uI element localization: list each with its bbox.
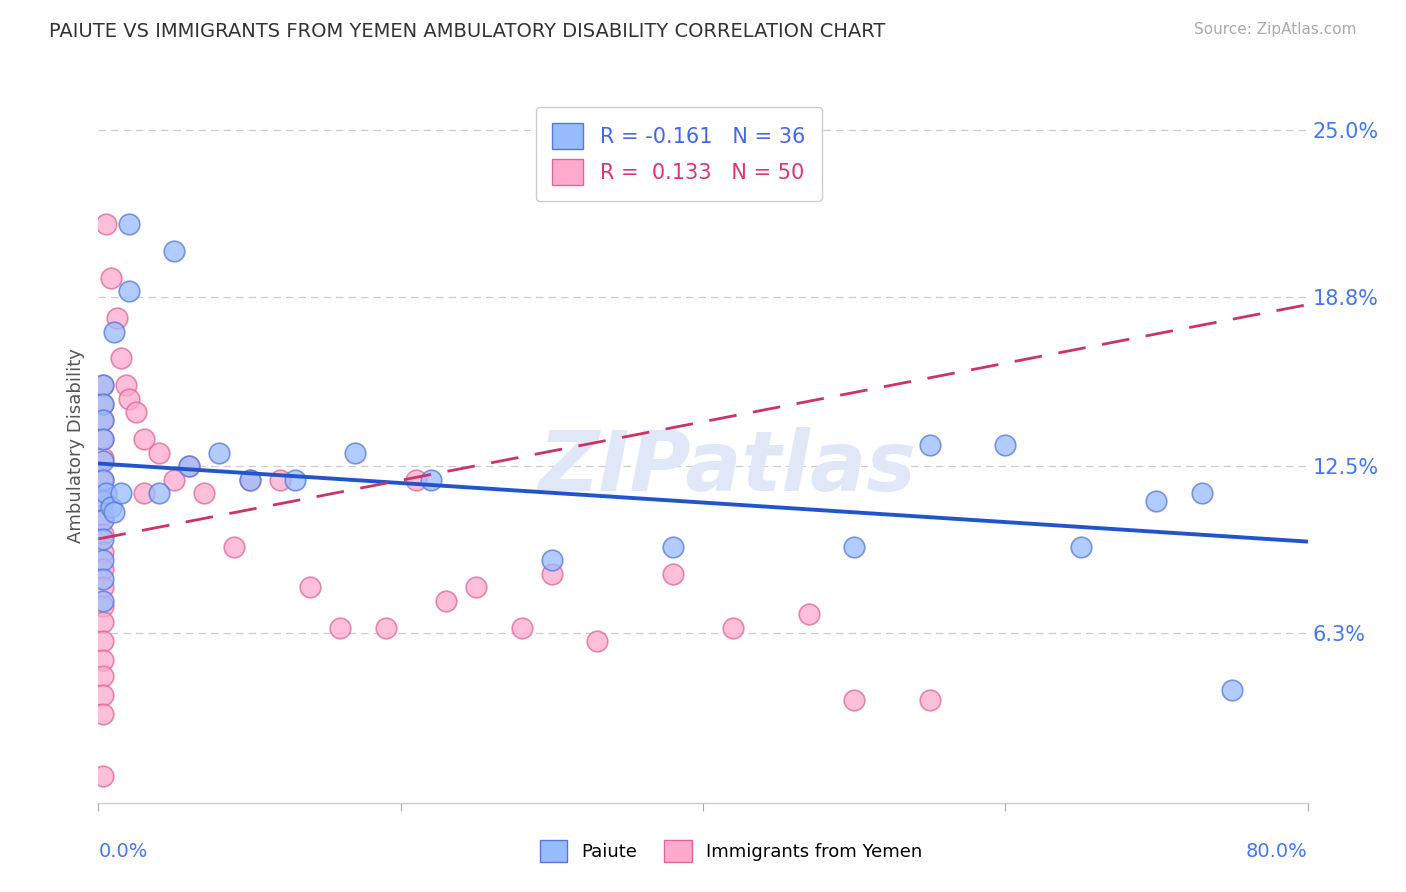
Point: [91, 432, 114, 446]
Point: [91, 473, 114, 487]
Point: [91, 397, 114, 411]
Point: [100, 500, 122, 514]
Point: [844, 693, 866, 707]
Text: ZIPatlas: ZIPatlas: [538, 427, 917, 508]
Point: [91, 508, 114, 522]
Point: [586, 634, 609, 648]
Text: 0.0%: 0.0%: [98, 842, 148, 861]
Point: [91, 561, 114, 575]
Point: [179, 459, 201, 474]
Point: [844, 540, 866, 554]
Point: [91, 769, 114, 783]
Point: [179, 459, 201, 474]
Point: [510, 621, 533, 635]
Point: [163, 473, 186, 487]
Point: [103, 505, 125, 519]
Point: [994, 437, 1017, 451]
Point: [329, 621, 352, 635]
Point: [100, 270, 122, 285]
Point: [208, 446, 231, 460]
Point: [284, 473, 307, 487]
Point: [91, 615, 114, 630]
Point: [91, 397, 114, 411]
Point: [91, 553, 114, 567]
Legend: Paiute, Immigrants from Yemen: Paiute, Immigrants from Yemen: [533, 833, 929, 870]
Point: [91, 669, 114, 683]
Point: [91, 634, 114, 648]
Legend: R = -0.161   N = 36, R =  0.133   N = 50: R = -0.161 N = 36, R = 0.133 N = 50: [536, 107, 823, 202]
Point: [405, 473, 427, 487]
Point: [91, 491, 114, 506]
Point: [239, 473, 262, 487]
Point: [91, 378, 114, 392]
Point: [420, 473, 443, 487]
Point: [91, 454, 114, 468]
Point: [91, 526, 114, 541]
Point: [91, 432, 114, 446]
Point: [91, 599, 114, 614]
Point: [91, 451, 114, 466]
Point: [540, 553, 562, 567]
Point: [344, 446, 367, 460]
Point: [163, 244, 186, 258]
Point: [374, 621, 396, 635]
Y-axis label: Ambulatory Disability: Ambulatory Disability: [66, 349, 84, 543]
Point: [125, 405, 148, 419]
Point: [434, 594, 457, 608]
Point: [118, 217, 141, 231]
Point: [118, 392, 141, 406]
Point: [94, 217, 117, 231]
Point: [105, 311, 128, 326]
Point: [110, 486, 132, 500]
Point: [91, 378, 114, 392]
Point: [661, 540, 683, 554]
Point: [91, 494, 114, 508]
Point: [110, 351, 132, 366]
Point: [94, 486, 117, 500]
Point: [91, 473, 114, 487]
Text: PAIUTE VS IMMIGRANTS FROM YEMEN AMBULATORY DISABILITY CORRELATION CHART: PAIUTE VS IMMIGRANTS FROM YEMEN AMBULATO…: [49, 22, 886, 41]
Point: [239, 473, 262, 487]
Point: [118, 284, 141, 298]
Point: [91, 706, 114, 721]
Text: Source: ZipAtlas.com: Source: ZipAtlas.com: [1194, 22, 1357, 37]
Point: [91, 594, 114, 608]
Point: [132, 432, 155, 446]
Point: [661, 566, 683, 581]
Point: [132, 486, 155, 500]
Point: [91, 572, 114, 586]
Point: [91, 688, 114, 702]
Point: [918, 693, 941, 707]
Point: [91, 532, 114, 546]
Point: [91, 580, 114, 594]
Point: [91, 545, 114, 559]
Point: [91, 413, 114, 427]
Text: 80.0%: 80.0%: [1246, 842, 1308, 861]
Point: [224, 540, 246, 554]
Point: [1144, 494, 1167, 508]
Point: [1191, 486, 1213, 500]
Point: [148, 486, 170, 500]
Point: [269, 473, 291, 487]
Point: [465, 580, 488, 594]
Point: [148, 446, 170, 460]
Point: [797, 607, 820, 622]
Point: [1070, 540, 1092, 554]
Point: [723, 621, 745, 635]
Point: [114, 378, 136, 392]
Point: [299, 580, 322, 594]
Point: [540, 566, 562, 581]
Point: [1220, 682, 1243, 697]
Point: [103, 325, 125, 339]
Point: [918, 437, 941, 451]
Point: [91, 653, 114, 667]
Point: [193, 486, 215, 500]
Point: [91, 413, 114, 427]
Point: [91, 513, 114, 527]
